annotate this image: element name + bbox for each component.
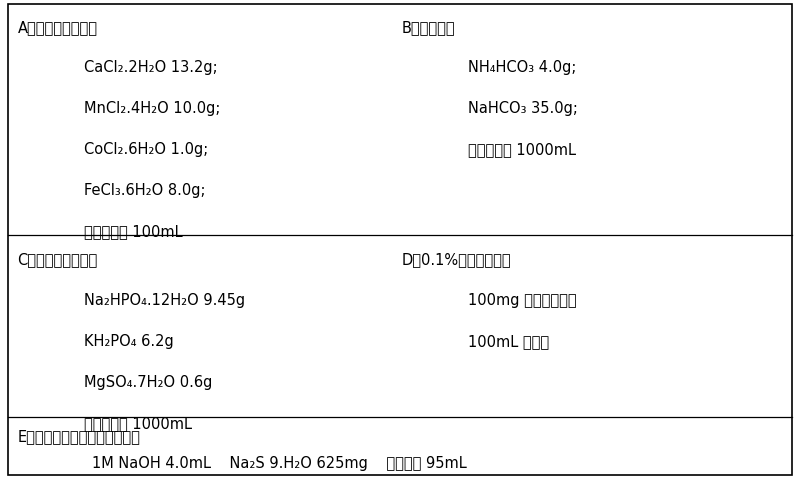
Text: NaHCO₃ 35.0g;: NaHCO₃ 35.0g; <box>468 101 578 116</box>
Text: Na₂HPO₄.12H₂O 9.45g: Na₂HPO₄.12H₂O 9.45g <box>84 293 245 308</box>
Text: B、缓冲液：: B、缓冲液： <box>402 20 455 35</box>
Text: C、常量元素溶液：: C、常量元素溶液： <box>18 252 98 267</box>
Text: KH₂PO₄ 6.2g: KH₂PO₄ 6.2g <box>84 334 174 348</box>
Text: FeCl₃.6H₂O 8.0g;: FeCl₃.6H₂O 8.0g; <box>84 182 206 197</box>
Text: 1M NaOH 4.0mL    Na₂S 9.H₂O 625mg    加蕎馏水 95mL: 1M NaOH 4.0mL Na₂S 9.H₂O 625mg 加蕎馏水 95mL <box>92 455 466 470</box>
Text: MnCl₂.4H₂O 10.0g;: MnCl₂.4H₂O 10.0g; <box>84 101 220 116</box>
Text: 100mg 刃天青溶解于: 100mg 刃天青溶解于 <box>468 293 577 308</box>
Text: MgSO₄.7H₂O 0.6g: MgSO₄.7H₂O 0.6g <box>84 374 212 389</box>
Text: A、微量元素溶液：: A、微量元素溶液： <box>18 20 98 35</box>
Text: 100mL 蕎馏水: 100mL 蕎馏水 <box>468 334 549 348</box>
Text: 加蕎馏水至 1000mL: 加蕎馏水至 1000mL <box>84 415 192 430</box>
Text: 加蕎馏水至 100mL: 加蕎馏水至 100mL <box>84 223 182 238</box>
Text: NH₄HCO₃ 4.0g;: NH₄HCO₃ 4.0g; <box>468 60 576 75</box>
Text: D、0.1%刃天青溶液：: D、0.1%刃天青溶液： <box>402 252 511 267</box>
Text: CoCl₂.6H₂O 1.0g;: CoCl₂.6H₂O 1.0g; <box>84 142 208 156</box>
Text: 加蕎馏水至 1000mL: 加蕎馏水至 1000mL <box>468 142 576 156</box>
Text: E、还原剂溶液（现用现配）：: E、还原剂溶液（现用现配）： <box>18 428 141 443</box>
Text: CaCl₂.2H₂O 13.2g;: CaCl₂.2H₂O 13.2g; <box>84 60 218 75</box>
